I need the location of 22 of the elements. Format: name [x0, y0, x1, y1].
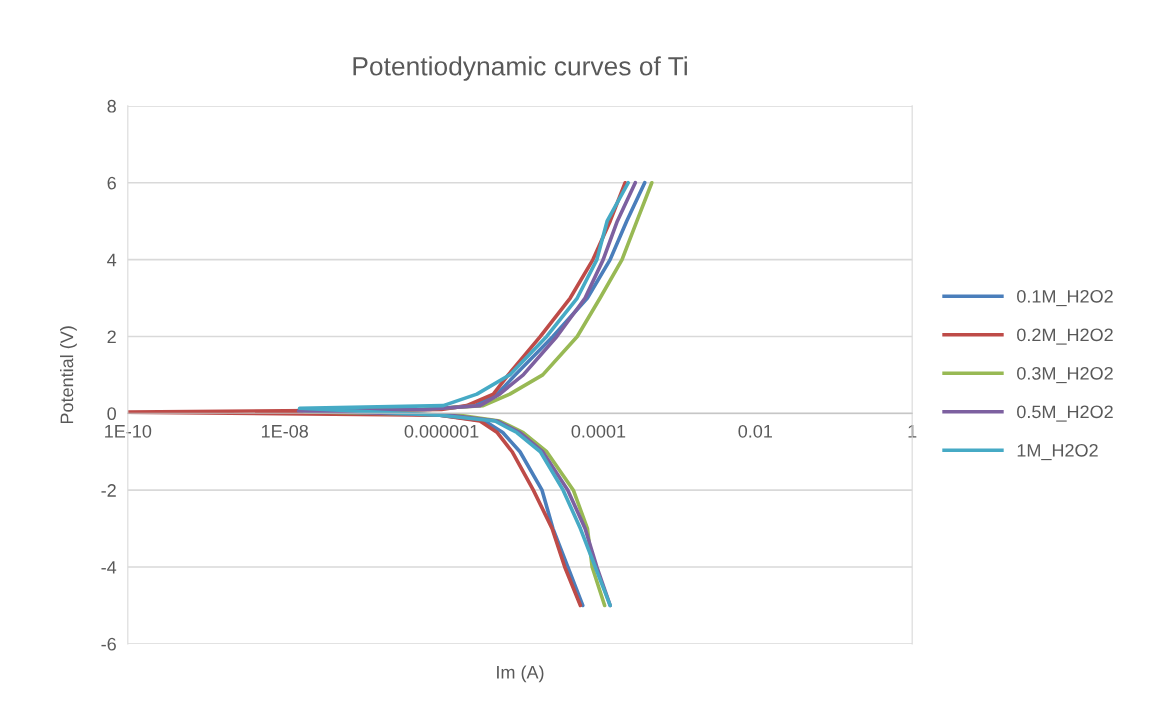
legend-label: 1M_H2O2 [1017, 443, 1098, 461]
x-tick-label: 1 [908, 425, 917, 438]
y-tick-label: -2 [101, 484, 116, 497]
y-tick-label: -4 [101, 561, 117, 574]
legend-label: 0.3M_H2O2 [1017, 366, 1113, 384]
x-tick-label: 0.01 [738, 424, 772, 438]
y-tick-label: 6 [107, 176, 116, 190]
x-tick-label: 0.0001 [571, 424, 626, 438]
legend-label: 0.2M_H2O2 [1017, 328, 1113, 345]
y-tick-label: -6 [101, 637, 116, 651]
x-tick-label: 0.000001 [404, 424, 479, 438]
y-tick-label: 0 [107, 407, 116, 421]
y-tick-label: 8 [107, 99, 116, 113]
y-tick-label: 2 [107, 330, 116, 343]
y-axis-title: Potential (V) [60, 326, 77, 424]
x-axis-title: Im (A) [497, 665, 544, 683]
y-tick-label: 4 [107, 253, 117, 267]
x-tick-label: 1E-10 [105, 424, 152, 438]
legend-label: 0.1M_H2O2 [1017, 289, 1113, 307]
x-tick-label: 1E-08 [261, 424, 308, 438]
legend-label: 0.5M_H2O2 [1017, 405, 1113, 422]
chart-title: Potentiodynamic curves of Ti [353, 56, 687, 81]
